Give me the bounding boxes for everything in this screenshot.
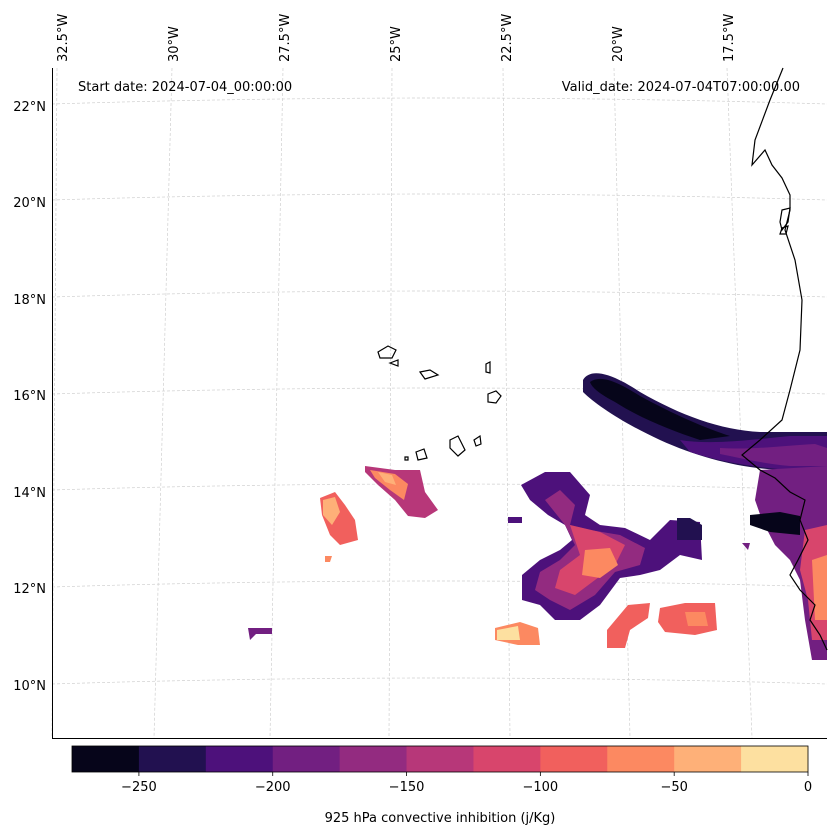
cin-plume-core bbox=[590, 378, 730, 440]
colorbar-frame bbox=[71, 745, 809, 773]
colorbar-tick-label: −50 bbox=[660, 780, 687, 795]
cape-verde-island-2 bbox=[388, 359, 399, 367]
colorbar-swatch bbox=[339, 746, 408, 772]
lat-label: 18°N bbox=[13, 293, 46, 308]
cin-south-cell-b bbox=[607, 603, 650, 648]
lon-label: 32.5°W bbox=[56, 14, 71, 62]
cin-nc-cluster-inner bbox=[370, 470, 408, 500]
lon-label: 17.5°W bbox=[722, 14, 737, 62]
cin-west-dot bbox=[325, 556, 332, 562]
canary-like-island bbox=[779, 207, 791, 232]
lon-label: 20°W bbox=[611, 26, 626, 62]
colorbar-tick-label: −150 bbox=[389, 780, 425, 795]
colorbar-tick-label: −100 bbox=[523, 780, 559, 795]
graticule bbox=[51, 67, 828, 739]
colorbar-swatch bbox=[72, 746, 140, 772]
cape-verde-island-4 bbox=[485, 361, 491, 374]
cape-verde-island-3 bbox=[418, 369, 440, 380]
cape-verde-island-6 bbox=[449, 435, 466, 457]
latitude-labels: 22°N 20°N 18°N 16°N 14°N 12°N 10°N bbox=[13, 100, 46, 694]
start-date-text: Start date: 2024-07-04_00:00:00 bbox=[78, 80, 292, 95]
lon-label: 25°W bbox=[389, 26, 404, 62]
colorbar-swatch bbox=[272, 746, 341, 772]
cape-verde-island-7 bbox=[473, 434, 482, 447]
lat-label: 22°N bbox=[13, 100, 46, 115]
cin-east-coast-core bbox=[812, 555, 827, 620]
lat-label: 20°N bbox=[13, 196, 46, 211]
valid-date-text: Valid_date: 2024-07-04T07:00:00.00 bbox=[562, 80, 800, 95]
lon-label: 27.5°W bbox=[278, 14, 293, 62]
colorbar-swatch bbox=[674, 746, 742, 772]
cin-central-blob-core bbox=[582, 548, 618, 578]
cin-contours bbox=[248, 373, 827, 660]
colorbar-swatch bbox=[138, 746, 207, 772]
coastlines bbox=[377, 67, 828, 651]
colorbar-swatch bbox=[205, 746, 274, 772]
lat-label: 10°N bbox=[13, 679, 46, 694]
colorbar-swatch bbox=[406, 746, 474, 772]
cape-verde-island-9 bbox=[404, 456, 409, 461]
colorbar-swatch bbox=[607, 746, 675, 772]
lon-label: 22.5°W bbox=[500, 14, 515, 62]
africa-coastline bbox=[741, 67, 828, 651]
cape-verde-island-1 bbox=[377, 345, 397, 359]
colorbar-swatch bbox=[741, 746, 809, 772]
cin-south-cell-c-core bbox=[685, 612, 708, 626]
cin-east-coast-dark bbox=[750, 512, 800, 535]
cin-plume-inner bbox=[720, 444, 827, 466]
cin-sw-cell bbox=[248, 628, 272, 640]
lat-label: 14°N bbox=[13, 486, 46, 501]
colorbar: −250 −200 −150 −100 −50 0 bbox=[71, 745, 812, 795]
colorbar-tick-label: 0 bbox=[804, 780, 812, 795]
lat-label: 12°N bbox=[13, 582, 46, 597]
cape-verde-island-5 bbox=[487, 390, 502, 404]
cin-small-cell bbox=[508, 517, 522, 523]
cape-verde-island-8 bbox=[415, 448, 428, 461]
colorbar-swatch bbox=[540, 746, 608, 772]
cin-south-cell-a-core bbox=[497, 626, 520, 640]
cin-right-cell-dark bbox=[677, 518, 702, 540]
lat-label: 16°N bbox=[13, 389, 46, 404]
colorbar-tick-label: −200 bbox=[255, 780, 291, 795]
cin-west-cluster-inner bbox=[323, 497, 340, 525]
colorbar-label: 925 hPa convective inhibition (j/Kg) bbox=[325, 811, 556, 826]
colorbar-tick-label: −250 bbox=[121, 780, 157, 795]
cin-nc-cluster-core bbox=[378, 472, 396, 485]
lon-label: 30°W bbox=[167, 26, 182, 62]
longitude-labels: 32.5°W 30°W 27.5°W 25°W 22.5°W 20°W 17.5… bbox=[56, 14, 737, 62]
colorbar-swatch bbox=[473, 746, 541, 772]
coastal-island-a bbox=[779, 225, 789, 235]
cin-tiny-cell bbox=[742, 543, 750, 550]
